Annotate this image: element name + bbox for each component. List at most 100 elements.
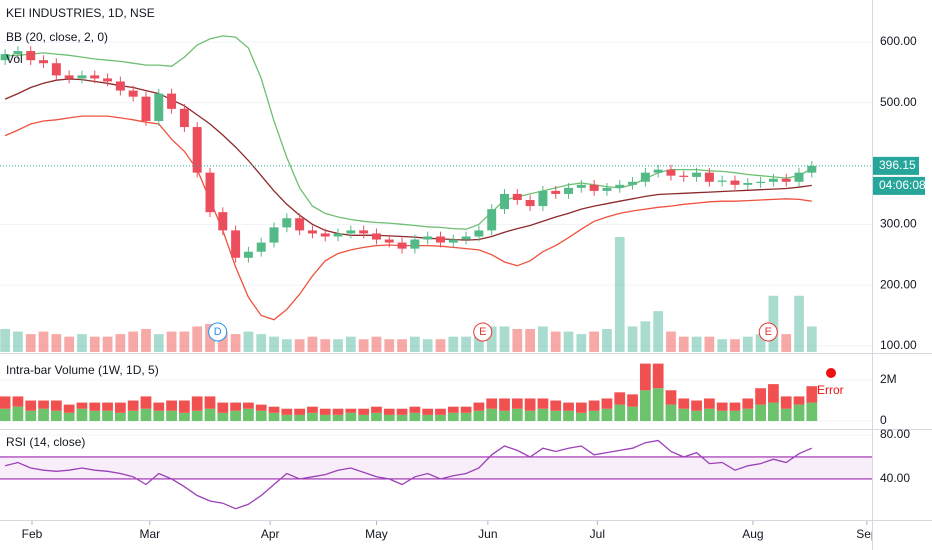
volume-segment <box>230 410 241 422</box>
x-tick-label: Aug <box>742 527 763 541</box>
volume-bar <box>704 336 715 352</box>
volume-segment <box>665 390 677 405</box>
volume-segment <box>281 408 293 415</box>
bollinger-band <box>4 78 812 241</box>
volume-segment <box>768 402 779 422</box>
event-label: E <box>765 326 772 338</box>
candle-body <box>679 175 689 177</box>
x-tick-label: Jun <box>478 527 497 541</box>
volume-bar <box>397 339 407 352</box>
last-price-label: 396.15 <box>879 158 916 172</box>
candle-body <box>525 200 535 207</box>
volume-bar <box>550 331 561 352</box>
x-tick-label: May <box>365 527 388 541</box>
volume-segment <box>12 406 24 422</box>
volume-segment <box>806 402 818 422</box>
volume-segment <box>396 408 408 415</box>
volume-segment <box>716 402 728 411</box>
candle-body <box>410 239 420 249</box>
y-tick-label: 200.00 <box>880 277 917 291</box>
candle-body <box>307 230 317 234</box>
volume-segment <box>729 402 741 411</box>
volume-bar <box>0 329 10 352</box>
volume-bar <box>217 331 228 352</box>
volume-segment <box>691 410 702 422</box>
y-tick-label: 0 <box>880 413 887 427</box>
volume-bar <box>474 331 484 352</box>
indicator-label: BB (20, close, 2, 0) <box>6 30 108 44</box>
volume-segment <box>204 408 216 422</box>
volume-segment <box>793 396 805 405</box>
volume-segment <box>268 412 280 422</box>
candle-body <box>192 127 202 173</box>
candle-body <box>512 193 522 201</box>
volume-bar <box>422 339 433 352</box>
candle-body <box>51 63 61 76</box>
volume-bar <box>781 334 792 352</box>
volume-bar <box>179 331 190 352</box>
countdown-label: 04:06:08 <box>879 178 926 192</box>
volume-segment <box>204 396 216 409</box>
volume-segment <box>294 414 306 422</box>
volume-segment <box>89 410 101 422</box>
volume-segment <box>614 404 626 422</box>
volume-segment <box>50 400 62 411</box>
volume-bar <box>51 334 62 352</box>
volume-bar <box>717 339 728 352</box>
candle-body <box>64 75 74 79</box>
volume-segment <box>511 398 523 409</box>
candle-body <box>397 242 407 249</box>
volume-bar <box>205 323 215 352</box>
volume-segment <box>473 402 485 411</box>
volume-segment <box>383 408 395 415</box>
candle-body <box>13 51 23 55</box>
rsi-band-fill <box>0 456 872 479</box>
volume-segment <box>0 408 11 422</box>
plot-area: D E E Error Feb Mar Apr May Jun Jul Aug Sep <box>0 35 878 541</box>
volume-bar <box>794 295 804 352</box>
volume-segment <box>793 404 805 422</box>
volume-segment <box>460 406 472 413</box>
volume-segment <box>588 400 600 411</box>
chart-title: KEI INDUSTRIES, 1D, NSE <box>6 6 155 20</box>
volume-bar <box>525 329 535 352</box>
volume-bar <box>25 334 36 352</box>
candle-body <box>794 172 804 182</box>
candle-body <box>487 209 497 231</box>
volume-segment <box>76 402 88 409</box>
volume-segment <box>255 410 267 422</box>
y-tick-label: 80.00 <box>880 427 910 441</box>
volume-bar <box>576 334 587 352</box>
volume-segment <box>614 392 626 405</box>
volume-segment <box>627 406 638 422</box>
volume-segment <box>332 414 344 422</box>
volume-segment <box>537 408 549 422</box>
volume-segment <box>127 400 139 411</box>
volume-bar <box>230 334 241 352</box>
candle-body <box>205 172 215 213</box>
candle-body <box>282 218 292 228</box>
candle-body <box>628 181 638 185</box>
volume-bar <box>371 336 382 352</box>
volume-bar <box>77 334 87 352</box>
candle-body <box>717 180 727 182</box>
volume-bar <box>589 331 600 352</box>
volume-segment <box>153 410 165 422</box>
candle-body <box>500 193 509 210</box>
candle-body <box>781 178 791 182</box>
volume-segment <box>409 406 421 413</box>
volume-segment <box>524 398 536 411</box>
candle-body <box>423 236 433 240</box>
volume-segment <box>524 410 536 422</box>
x-tick-label: Sep <box>856 527 878 541</box>
candle-body <box>768 178 778 182</box>
volume-segment <box>665 404 677 422</box>
candle-body <box>384 239 394 243</box>
volume-segment <box>409 412 421 422</box>
volume-segment <box>307 412 318 422</box>
volume-segment <box>25 410 37 422</box>
candle-body <box>551 190 561 194</box>
